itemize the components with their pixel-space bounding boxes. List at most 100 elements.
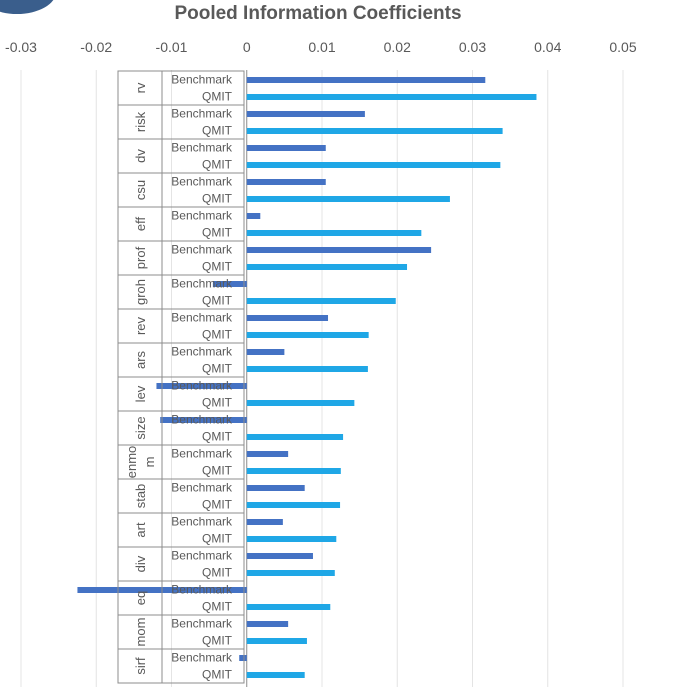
bar-art-qmit: [246, 536, 337, 542]
bar-prof-benchmark: [246, 247, 432, 253]
series-label-benchmark: Benchmark: [171, 277, 233, 291]
bar-dv-qmit: [246, 162, 501, 168]
series-label-qmit: QMIT: [202, 532, 233, 546]
series-label-qmit: QMIT: [202, 328, 233, 342]
gridlines: [20, 70, 624, 687]
series-label-qmit: QMIT: [202, 430, 233, 444]
series-label-benchmark: Benchmark: [171, 209, 233, 223]
series-label-qmit: QMIT: [202, 566, 233, 580]
group-label: dv: [133, 149, 148, 163]
series-label-benchmark: Benchmark: [171, 141, 233, 155]
series-label-benchmark: Benchmark: [171, 379, 233, 393]
bar-rev-benchmark: [246, 315, 329, 321]
series-label-benchmark: Benchmark: [171, 175, 233, 189]
series-label-qmit: QMIT: [202, 600, 233, 614]
series-label-qmit: QMIT: [202, 90, 233, 104]
bar-mom-qmit: [246, 638, 307, 644]
bar-dv-benchmark: [246, 145, 326, 151]
series-label-benchmark: Benchmark: [171, 481, 233, 495]
bar-enmo-m-benchmark: [246, 451, 289, 457]
series-label-benchmark: Benchmark: [171, 583, 233, 597]
group-label: risk: [133, 111, 148, 132]
group-label: csu: [133, 180, 148, 200]
bar-rv-qmit: [246, 94, 537, 100]
series-label-benchmark: Benchmark: [171, 413, 233, 427]
bar-eq-qmit: [246, 604, 331, 610]
series-label-qmit: QMIT: [202, 124, 233, 138]
bar-eff-benchmark: [246, 213, 261, 219]
group-label: eq: [133, 591, 148, 605]
bar-lev-qmit: [246, 400, 355, 406]
bar-csu-qmit: [246, 196, 450, 202]
series-label-benchmark: Benchmark: [171, 651, 233, 665]
group-label: sirf: [133, 657, 148, 675]
bar-sirf-benchmark: [239, 655, 247, 661]
series-label-qmit: QMIT: [202, 192, 233, 206]
category-axis: rv Benchmark QMIT risk Benchmark QMIT dv Benchm…: [117, 70, 245, 684]
series-label-qmit: QMIT: [202, 396, 233, 410]
series-label-qmit: QMIT: [202, 634, 233, 648]
series-label-qmit: QMIT: [202, 498, 233, 512]
series-label-benchmark: Benchmark: [171, 73, 233, 87]
bars: [77, 77, 537, 678]
bar-csu-benchmark: [246, 179, 326, 185]
group-label: size: [133, 416, 148, 439]
chart-title: Pooled Information Coefficients: [174, 3, 461, 24]
group-label: lev: [133, 385, 148, 402]
x-tick-label: 0.05: [609, 39, 636, 55]
x-tick-label: 0.04: [534, 39, 561, 55]
series-label-benchmark: Benchmark: [171, 311, 233, 325]
series-label-benchmark: Benchmark: [171, 107, 233, 121]
bar-ars-benchmark: [246, 349, 285, 355]
x-tick-label: 0: [243, 39, 251, 55]
series-label-benchmark: Benchmark: [171, 515, 233, 529]
group-label: enmo m: [124, 446, 157, 479]
bar-risk-qmit: [246, 128, 503, 134]
group-label: ars: [133, 350, 148, 369]
group-label: art: [133, 522, 148, 538]
bar-risk-benchmark: [246, 111, 365, 117]
series-label-benchmark: Benchmark: [171, 549, 233, 563]
bar-div-qmit: [246, 570, 335, 576]
series-label-qmit: QMIT: [202, 668, 233, 682]
series-label-benchmark: Benchmark: [171, 617, 233, 631]
series-label-qmit: QMIT: [202, 158, 233, 172]
bar-ars-qmit: [246, 366, 368, 372]
series-label-benchmark: Benchmark: [171, 243, 233, 257]
bar-mom-benchmark: [246, 621, 289, 627]
bar-size-benchmark: [160, 417, 247, 423]
series-label-qmit: QMIT: [202, 294, 233, 308]
series-label-qmit: QMIT: [202, 260, 233, 274]
group-label: stab: [133, 484, 148, 509]
bar-groh-qmit: [246, 298, 396, 304]
x-tick-label: -0.02: [80, 39, 112, 55]
group-label: rv: [133, 82, 148, 93]
x-tick-label: -0.03: [5, 39, 37, 55]
bar-rev-qmit: [246, 332, 369, 338]
bar-size-qmit: [246, 434, 344, 440]
series-label-benchmark: Benchmark: [171, 447, 233, 461]
series-label-qmit: QMIT: [202, 226, 233, 240]
x-tick-label: -0.01: [156, 39, 188, 55]
bar-stab-benchmark: [246, 485, 305, 491]
bar-enmo-m-qmit: [246, 468, 341, 474]
group-label: prof: [133, 246, 148, 269]
group-label: rev: [133, 316, 148, 335]
series-label-qmit: QMIT: [202, 362, 233, 376]
series-label-qmit: QMIT: [202, 464, 233, 478]
x-tick-label: 0.02: [384, 39, 411, 55]
bar-rv-benchmark: [246, 77, 486, 83]
bar-lev-benchmark: [156, 383, 247, 389]
bar-div-benchmark: [246, 553, 313, 559]
series-label-benchmark: Benchmark: [171, 345, 233, 359]
group-label: mom: [133, 618, 148, 647]
bar-art-benchmark: [246, 519, 283, 525]
group-label: div: [133, 555, 148, 572]
x-axis-ticks: -0.03 -0.02 -0.01 0 0.01 0.02 0.03 0.04 0.05: [5, 39, 637, 55]
x-tick-label: 0.03: [459, 39, 486, 55]
x-tick-label: 0.01: [308, 39, 335, 55]
bar-eff-qmit: [246, 230, 422, 236]
bar-sirf-qmit: [246, 672, 305, 678]
bar-stab-qmit: [246, 502, 341, 508]
